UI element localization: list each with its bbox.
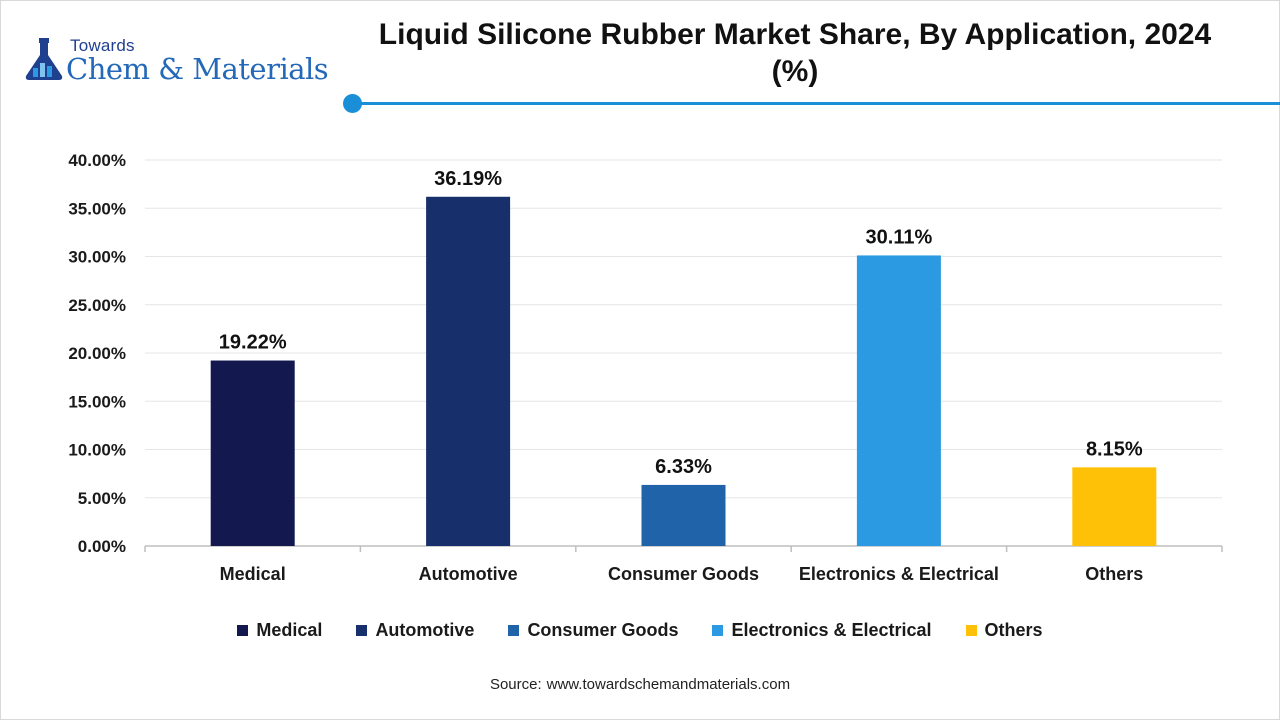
legend-item: Others	[966, 620, 1043, 641]
source-label: Source:	[490, 676, 542, 693]
y-tick-label: 30.00%	[68, 248, 126, 267]
data-label: 30.11%	[866, 226, 933, 248]
legend-item: Electronics & Electrical	[712, 620, 931, 641]
legend-swatch	[356, 625, 367, 636]
legend-label: Others	[985, 620, 1043, 641]
x-tick-label: Others	[1085, 564, 1143, 584]
bar	[1072, 467, 1156, 546]
y-tick-label: 10.00%	[68, 441, 126, 460]
legend-swatch	[508, 625, 519, 636]
data-label: 19.22%	[219, 332, 287, 354]
y-tick-label: 5.00%	[78, 489, 126, 508]
bar	[857, 255, 941, 546]
legend-swatch	[237, 625, 248, 636]
bar-chart: 0.00% 5.00% 10.00% 15.00% 20.00% 25.00% 30.00%…	[0, 0, 1280, 720]
legend-label: Medical	[256, 620, 322, 641]
legend-item: Medical	[237, 620, 322, 641]
x-tick-label: Medical	[220, 564, 286, 584]
data-label: 8.15%	[1086, 438, 1143, 460]
bar	[426, 197, 510, 546]
chart-legend: Medical Automotive Consumer Goods Electroni…	[0, 620, 1280, 641]
legend-swatch	[712, 625, 723, 636]
x-tick-label: Automotive	[419, 564, 518, 584]
legend-swatch	[966, 625, 977, 636]
source-url: www.towardschemandmaterials.com	[547, 676, 790, 693]
x-tick-label: Electronics & Electrical	[799, 564, 999, 584]
y-tick-label: 0.00%	[78, 537, 126, 556]
y-tick-label: 15.00%	[68, 392, 126, 411]
y-tick-label: 40.00%	[68, 151, 126, 170]
legend-item: Automotive	[356, 620, 474, 641]
bar	[641, 485, 725, 546]
x-tick-label: Consumer Goods	[608, 564, 759, 584]
data-label: 6.33%	[655, 456, 712, 478]
legend-item: Consumer Goods	[508, 620, 678, 641]
legend-label: Consumer Goods	[527, 620, 678, 641]
y-tick-label: 25.00%	[68, 296, 126, 315]
bar	[211, 361, 295, 546]
y-tick-label: 20.00%	[68, 344, 126, 363]
data-label: 36.19%	[434, 168, 502, 190]
legend-label: Electronics & Electrical	[731, 620, 931, 641]
legend-label: Automotive	[375, 620, 474, 641]
y-tick-label: 35.00%	[68, 199, 126, 218]
source-note: Source: www.towardschemandmaterials.com	[0, 676, 1280, 693]
